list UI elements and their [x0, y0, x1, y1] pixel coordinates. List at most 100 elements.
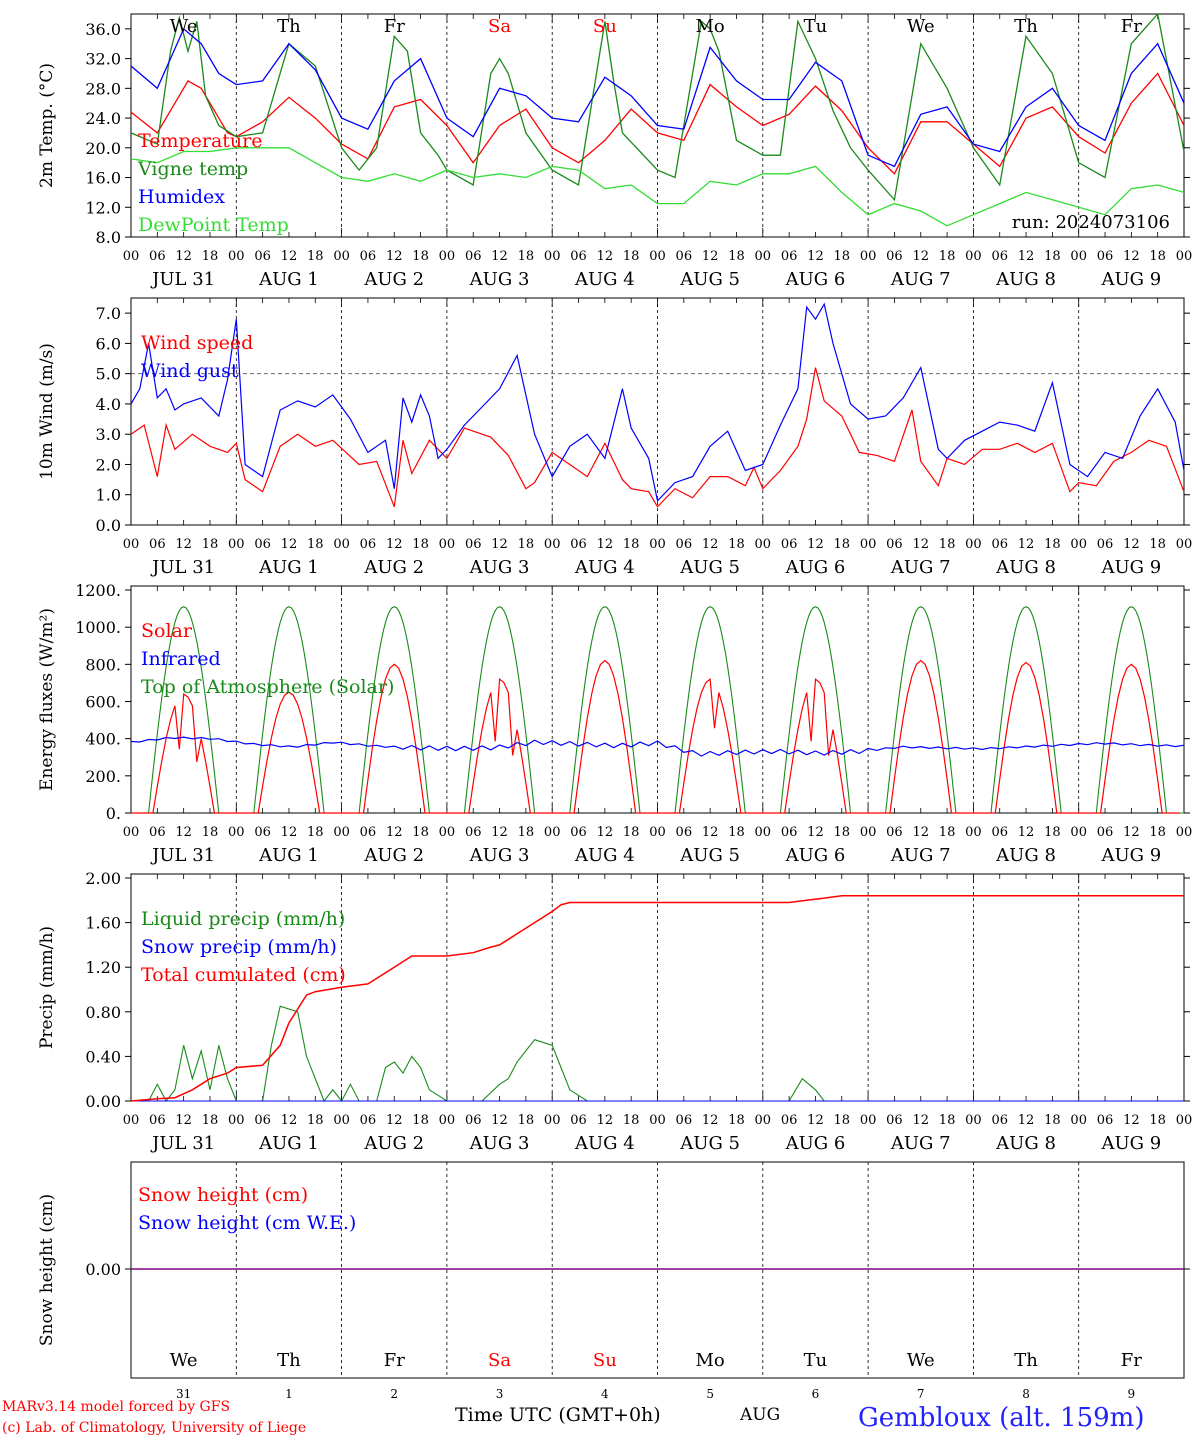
- temp-y-tick-label: 28.0: [85, 79, 121, 98]
- precip-hour-label: 18: [307, 1113, 324, 1128]
- temp-hour-label: 18: [728, 249, 745, 264]
- temp-date-label: AUG 4: [574, 269, 635, 290]
- temp-date-label: AUG 7: [890, 269, 951, 290]
- wind-hour-label: 00: [649, 537, 666, 552]
- precip-hour-label: 06: [781, 1113, 798, 1128]
- energy-hour-label: 06: [1097, 825, 1114, 840]
- energy-legend-entry: Top of Atmosphere (Solar): [141, 676, 394, 698]
- energy-hour-label: 18: [518, 825, 535, 840]
- wind-hour-label: 00: [860, 537, 877, 552]
- wind-hour-label: 18: [834, 537, 851, 552]
- wind-date-label: AUG 7: [890, 557, 951, 578]
- wind-hour-label: 12: [281, 537, 298, 552]
- energy-date-label: AUG 6: [785, 845, 846, 866]
- energy-hour-label: 18: [202, 825, 219, 840]
- temp-hour-label: 18: [834, 249, 851, 264]
- snow-dow-label: Th: [277, 1350, 301, 1371]
- snow-y-label: Snow height (cm): [37, 1194, 57, 1346]
- temp-hour-label: 06: [991, 249, 1008, 264]
- wind-y-label: 10m Wind (m/s): [37, 343, 57, 480]
- energy-hour-label: 06: [254, 825, 271, 840]
- snow-date-number: 7: [917, 1387, 925, 1401]
- wind-hour-label: 18: [1149, 537, 1166, 552]
- wind-hour-label: 12: [175, 537, 192, 552]
- wind-date-label: AUG 8: [995, 557, 1056, 578]
- precip-hour-label: 06: [360, 1113, 377, 1128]
- month-label: AUG: [740, 1405, 781, 1425]
- energy-hour-label: 06: [465, 825, 482, 840]
- precip-hour-label: 00: [1176, 1113, 1193, 1128]
- snow-dow-label: We: [907, 1350, 935, 1371]
- series-humidex: [130, 27, 1185, 168]
- wind-hour-label: 00: [228, 537, 245, 552]
- temp-hour-label: 06: [570, 249, 587, 264]
- precip-date-label: AUG 7: [890, 1133, 951, 1154]
- snow-date-number: 3: [496, 1387, 504, 1401]
- temp-date-label: AUG 5: [679, 269, 740, 290]
- series-solar: [131, 659, 1180, 814]
- temp-date-label: AUG 9: [1100, 269, 1161, 290]
- energy-hour-label: 18: [939, 825, 956, 840]
- temp-date-label: AUG 8: [995, 269, 1056, 290]
- temp-hour-label: 12: [1123, 249, 1140, 264]
- snow-date-number: 8: [1022, 1387, 1030, 1401]
- wind-hour-label: 18: [939, 537, 956, 552]
- energy-hour-label: 18: [412, 825, 429, 840]
- snow-dow-label: Fr: [384, 1350, 405, 1371]
- energy-hour-label: 06: [676, 825, 693, 840]
- wind-hour-label: 06: [781, 537, 798, 552]
- precip-hour-label: 12: [597, 1113, 614, 1128]
- precip-hour-label: 18: [623, 1113, 640, 1128]
- energy-hour-label: 00: [439, 825, 456, 840]
- temp-dow-label: Mo: [696, 16, 725, 37]
- precip-y-tick-label: 1.60: [85, 914, 121, 933]
- wind-y-tick-label: 1.0: [96, 486, 121, 505]
- wind-y-tick-label: 7.0: [96, 304, 121, 323]
- temp-hour-label: 18: [1044, 249, 1061, 264]
- energy-hour-label: 18: [728, 825, 745, 840]
- wind-y-tick-label: 6.0: [96, 334, 121, 353]
- copyright-credit: (c) Lab. of Climatology, University of L…: [2, 1420, 307, 1436]
- energy-hour-label: 06: [886, 825, 903, 840]
- energy-legend-entry: Infrared: [141, 648, 221, 670]
- temp-hour-label: 18: [1149, 249, 1166, 264]
- temp-hour-label: 06: [781, 249, 798, 264]
- wind-hour-label: 06: [149, 537, 166, 552]
- temp-hour-label: 00: [1070, 249, 1087, 264]
- precip-date-label: AUG 2: [363, 1133, 424, 1154]
- energy-y-tick-label: 1200.: [75, 581, 121, 600]
- wind-date-label: AUG 3: [469, 557, 530, 578]
- energy-hour-label: 12: [281, 825, 298, 840]
- temp-hour-label: 12: [386, 249, 403, 264]
- wind-date-label: AUG 6: [785, 557, 846, 578]
- wind-date-label: AUG 9: [1100, 557, 1161, 578]
- wind-legend-entry: Wind speed: [141, 332, 253, 354]
- temp-legend-entry: DewPoint Temp: [138, 214, 289, 236]
- energy-hour-label: 06: [360, 825, 377, 840]
- temp-hour-label: 18: [412, 249, 429, 264]
- snow-date-number: 6: [812, 1387, 820, 1401]
- energy-legend-entry: Solar: [141, 620, 193, 642]
- precip-hour-label: 06: [254, 1113, 271, 1128]
- energy-date-label: AUG 5: [679, 845, 740, 866]
- temp-dow-label: We: [907, 16, 935, 37]
- energy-hour-label: 00: [544, 825, 561, 840]
- wind-hour-label: 00: [1176, 537, 1193, 552]
- precip-hour-label: 06: [676, 1113, 693, 1128]
- series-temperature: [130, 72, 1185, 175]
- precip-hour-label: 12: [386, 1113, 403, 1128]
- temp-hour-label: 12: [807, 249, 824, 264]
- temp-y-tick-label: 24.0: [85, 109, 121, 128]
- temp-hour-label: 12: [281, 249, 298, 264]
- wind-hour-label: 00: [965, 537, 982, 552]
- wind-hour-label: 06: [570, 537, 587, 552]
- wind-hour-label: 12: [597, 537, 614, 552]
- wind-hour-label: 18: [518, 537, 535, 552]
- temp-hour-label: 18: [939, 249, 956, 264]
- temp-y-tick-label: 20.0: [85, 139, 121, 158]
- energy-hour-label: 18: [307, 825, 324, 840]
- energy-hour-label: 12: [912, 825, 929, 840]
- energy-hour-label: 06: [991, 825, 1008, 840]
- temp-hour-label: 18: [307, 249, 324, 264]
